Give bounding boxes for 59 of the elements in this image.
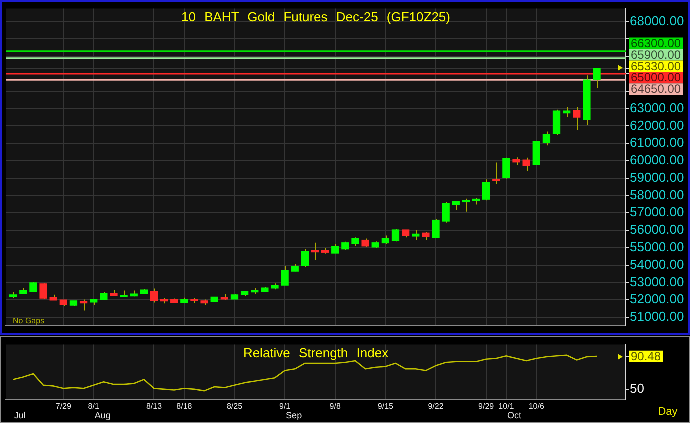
candlestick: [392, 228, 400, 242]
x-tick-label: 7/29: [56, 402, 72, 412]
x-tick-label: 10/6: [528, 402, 545, 412]
candlestick: [542, 131, 551, 146]
ref-line-label: 64650.00: [631, 82, 682, 96]
y-tick-label: 58000.00: [630, 187, 684, 202]
x-tick-label: 9/29: [478, 402, 495, 412]
y-tick-label: 65330.00: [631, 59, 682, 74]
y-tick-label: 55000.00: [630, 240, 684, 255]
ref-line-label: 65000.00: [631, 70, 682, 85]
candlestick: [40, 283, 48, 300]
y-tick-label: 56000.00: [630, 222, 684, 238]
candlestick: [150, 288, 158, 304]
y-tick-label: 90.48: [631, 349, 662, 364]
annotation: No Gaps: [13, 316, 45, 326]
candlestick: [522, 157, 530, 172]
chart-title: 10 BAHT Gold Futures Dec-25 (GF10Z25): [182, 9, 450, 24]
x-tick-label: 8/18: [176, 402, 193, 412]
ref-line-label: 66300.00: [631, 36, 682, 50]
candlestick: [281, 266, 289, 286]
x-tick-label: 9/1: [279, 402, 292, 412]
chart-title: Relative Strength Index: [243, 345, 390, 360]
text: Sep: [286, 410, 302, 420]
candlestick: [573, 106, 581, 131]
x-tick-label: 10/1: [498, 402, 515, 412]
candlestick: [332, 244, 340, 254]
x-tick-label: 8/25: [226, 402, 244, 412]
candlestick: [482, 179, 490, 202]
y-tick-label: 63000.00: [630, 100, 684, 116]
y-tick-label: 51000.00: [630, 309, 684, 324]
text: Aug: [94, 410, 111, 420]
candlestick: [563, 106, 571, 118]
text: Jul: [14, 410, 26, 420]
y-tick-label: 62000.00: [630, 118, 684, 133]
y-tick-label: 50: [630, 381, 644, 396]
candlestick: [552, 109, 561, 136]
ref-line-label: 65900.00: [631, 48, 682, 62]
x-tick-label: 8/1: [88, 402, 100, 412]
y-tick-label: 68000.00: [630, 13, 684, 28]
candlestick: [301, 248, 310, 268]
candlestick: [502, 157, 510, 180]
candlestick: [432, 218, 440, 239]
y-tick-label: 61000.00: [630, 135, 684, 150]
x-tick-label: 9/15: [378, 402, 394, 412]
x-axis-title: Day: [658, 406, 678, 418]
y-tick-label: 59000.00: [630, 170, 684, 185]
candlestick: [412, 230, 420, 241]
y-tick-label: 53000.00: [630, 274, 684, 290]
x-tick-label: 9/22: [428, 402, 444, 412]
x-tick-label: 8/13: [146, 402, 163, 412]
y-tick-label: 60000.00: [630, 152, 684, 168]
y-tick-label: 57000.00: [630, 204, 684, 220]
y-tick-label: 54000.00: [630, 256, 684, 272]
candlestick: [311, 242, 320, 261]
y-tick-label: 52000.00: [630, 292, 684, 307]
x-tick-label: 9/8: [330, 402, 342, 412]
text: Oct: [507, 410, 522, 420]
candlestick: [593, 68, 601, 89]
candlestick: [442, 202, 450, 224]
